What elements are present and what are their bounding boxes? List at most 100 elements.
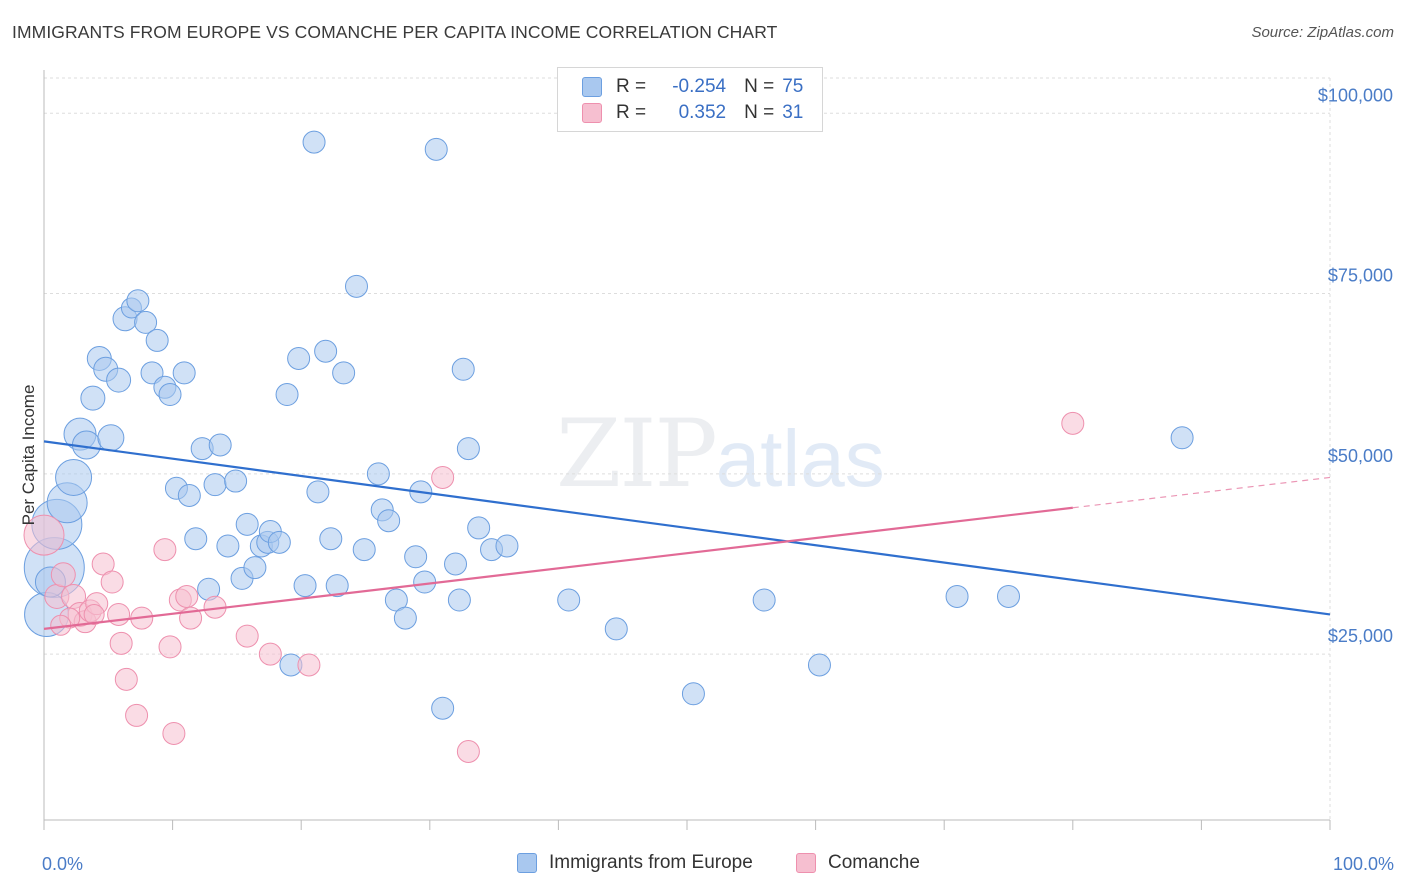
europe-point [424,137,448,161]
europe-point [216,534,240,558]
y-tick-label: $75,000 [1328,266,1393,286]
comanche-point [258,642,282,666]
europe-point [447,588,471,612]
legend-n-value-europe: 75 [782,76,804,97]
y-axis-label: Per Capita Income [19,385,38,526]
europe-point [325,574,349,598]
legend-n-label: N = [744,76,775,97]
europe-point [393,606,417,630]
europe-point [293,574,317,598]
comanche-point [158,635,182,659]
y-tick-label: $100,000 [1318,85,1393,105]
europe-point [444,552,468,576]
europe-point [404,545,428,569]
europe-point [140,361,164,385]
europe-point [945,584,969,608]
europe-point [224,469,248,493]
europe-point [681,682,705,706]
europe-point [203,473,227,497]
legend-item-comanche[interactable]: Comanche [796,852,920,874]
x-tick-label: 0.0% [42,854,83,874]
europe-point [431,696,455,720]
y-tick-label: $25,000 [1328,626,1393,646]
europe-point [145,328,169,352]
legend-label-europe: Immigrants from Europe [549,852,753,873]
comanche-point [162,721,186,745]
legend-n-value-comanche: 31 [782,102,804,123]
europe-point [604,617,628,641]
europe-point [287,346,311,370]
europe-point [456,437,480,461]
europe-point [997,584,1020,608]
axes [43,70,1331,830]
europe-point [467,516,491,540]
comanche-point [1061,411,1085,435]
legend-r-value-comanche: 0.352 [678,102,727,123]
legend-n-label: N = [744,102,775,123]
europe-point [1170,426,1194,450]
europe-point [177,483,201,507]
comanche-trend-line [43,506,1073,630]
y-tick-label: $50,000 [1328,446,1393,466]
comanche-point [297,653,321,677]
series-europe-points [23,130,1194,720]
europe-point [267,530,291,554]
europe-point [557,588,581,612]
europe-point [377,509,401,533]
legend-item-europe[interactable]: Immigrants from Europe [517,852,753,874]
comanche-point [125,703,149,727]
europe-point [413,570,437,594]
comanche-point [23,514,65,556]
comanche-point [235,624,259,648]
comanche-point [114,667,138,691]
series-legend: Immigrants from Europe Comanche [0,852,1406,878]
europe-point [319,527,343,551]
comanche-point [456,739,480,763]
x-tick-label: 100.0% [1333,854,1394,874]
europe-point [807,653,831,677]
comanche-point [431,465,455,489]
y-tick-labels: $25,000 $50,000 $75,000 $100,000 [1318,85,1393,646]
watermark-atlas: atlas [715,414,885,503]
comanche-point [153,538,177,562]
europe-point [275,383,299,407]
europe-point [352,538,376,562]
europe-point [366,462,390,486]
grid-lines [44,77,1331,820]
legend-swatch-europe [582,77,602,97]
watermark: ZIPatlas [556,400,885,509]
europe-point [106,367,132,393]
europe-point [302,130,326,154]
europe-point [80,385,106,411]
europe-point [208,433,232,457]
comanche-trend-extension [1072,476,1331,509]
europe-point [344,274,368,298]
x-tick-labels: 0.0% 100.0% [42,854,1394,874]
series-comanche-points [23,411,1085,763]
comanche-point [50,562,76,588]
europe-point [752,588,776,612]
europe-point [158,383,182,407]
legend-r-label: R = [616,102,647,123]
europe-point [134,310,158,334]
europe-point [451,357,475,381]
legend-swatch-europe [517,853,537,873]
comanche-point [175,584,199,608]
europe-point [235,512,259,536]
trend-lines [43,440,1331,630]
europe-point [97,424,125,452]
europe-point [184,527,208,551]
legend-r-value-europe: -0.254 [672,76,727,97]
legend-swatch-comanche [796,853,816,873]
legend-swatch-comanche [582,103,602,123]
legend-r-label: R = [616,76,647,97]
correlation-legend: R = -0.254 N = 75 R = 0.352 N = 31 [557,67,823,132]
europe-point [314,339,338,363]
europe-point [306,480,330,504]
comanche-point [83,603,105,625]
source-credit: Source: ZipAtlas.com [1251,24,1394,41]
comanche-point [107,602,131,626]
chart-title: IMMIGRANTS FROM EUROPE VS COMANCHE PER C… [12,22,778,42]
europe-point [243,556,267,580]
